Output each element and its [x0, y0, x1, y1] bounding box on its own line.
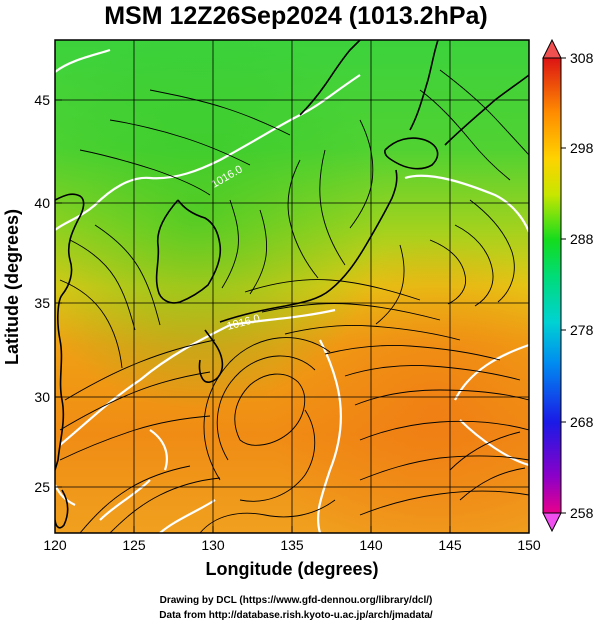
map-panel: 1016.0 1016.0 — [55, 40, 529, 533]
colorbar-tick-label: 288 — [570, 231, 594, 247]
y-tick-label: 45 — [34, 92, 50, 108]
coastline-korea — [155, 199, 222, 304]
y-tick-label: 25 — [34, 479, 50, 495]
coastline-hokkaido — [384, 137, 439, 170]
colorbar-min-arrow — [542, 512, 562, 533]
x-tick-label: 120 — [43, 537, 67, 553]
x-axis: 120 125 130 135 140 145 150 Longitude (d… — [43, 526, 541, 579]
isobars — [55, 48, 529, 533]
wind-streamlines — [59, 69, 529, 533]
colorbar-tick-label: 268 — [570, 414, 594, 430]
colorbar-tick-label: 298 — [570, 140, 594, 156]
y-axis: 25 30 35 40 45 Latitude (degrees) — [2, 92, 62, 495]
coastline-honshu — [219, 169, 398, 323]
x-tick-label: 130 — [201, 537, 225, 553]
colorbar-tick-label: 258 — [570, 505, 594, 521]
x-tick-label: 125 — [122, 537, 146, 553]
y-tick-label: 35 — [34, 295, 50, 311]
x-tick-label: 145 — [438, 537, 462, 553]
chart-title: MSM 12Z26Sep2024 (1013.2hPa) — [104, 2, 488, 30]
coastline-taiwan — [55, 489, 69, 529]
y-tick-label: 40 — [34, 195, 50, 211]
coastlines — [55, 40, 529, 529]
coastline-sakhalin — [409, 40, 439, 131]
credit-data: Data from http://database.rish.kyoto-u.a… — [159, 610, 433, 621]
colorbar-tick-label: 278 — [570, 322, 594, 338]
coastline-russia — [299, 40, 361, 116]
map-grid — [55, 40, 529, 533]
colorbar-tick-label: 308 — [570, 50, 594, 66]
y-axis-label: Latitude (degrees) — [2, 209, 22, 365]
colorbar-max-arrow — [542, 38, 562, 59]
coastline-asia — [55, 193, 85, 471]
colorbar-gradient — [542, 57, 562, 514]
x-axis-label: Longitude (degrees) — [205, 559, 378, 579]
x-tick-label: 135 — [280, 537, 304, 553]
y-tick-label: 30 — [34, 389, 50, 405]
colorbar: 308 298 288 278 268 258 — [542, 38, 594, 533]
x-tick-label: 150 — [517, 537, 541, 553]
x-tick-label: 140 — [359, 537, 383, 553]
credit-drawing: Drawing by DCL (https://www.gfd-dennou.o… — [160, 595, 433, 606]
